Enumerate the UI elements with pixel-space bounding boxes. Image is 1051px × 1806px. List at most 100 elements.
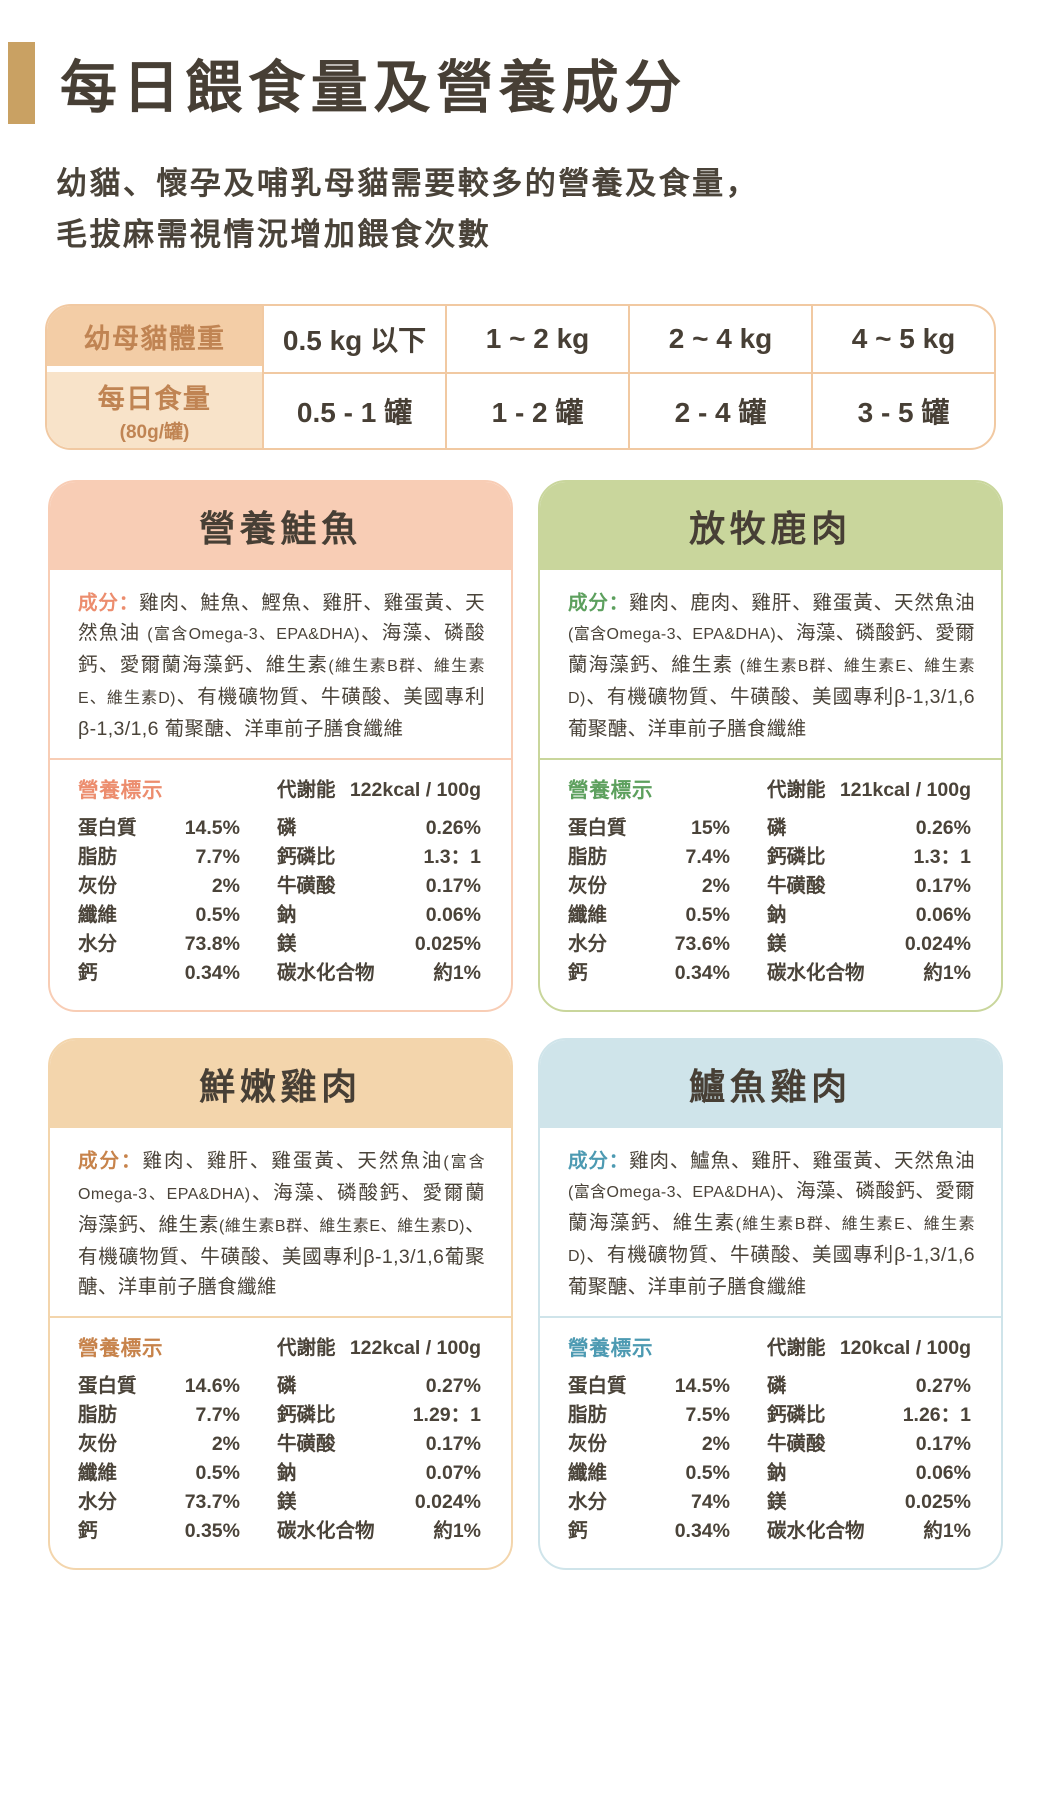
nutrition-title: 營養標示 — [78, 1337, 164, 1360]
weight-value-cell: 2 ~ 4 kg — [628, 306, 811, 372]
weight-value-cell: 0.5 kg 以下 — [262, 306, 445, 372]
ingredient-segment: 雞肉、雞肝、雞蛋黃、天然魚油 — [142, 1150, 444, 1172]
ingredients-label: 成分： — [78, 592, 140, 614]
nutrition-label: 蛋白質 — [78, 1375, 137, 1397]
nutrition-value: 約1% — [923, 962, 971, 984]
nutrition-title: 營養標示 — [78, 779, 164, 802]
nutrition-section: 營養標示 代謝能 120kcal / 100g 蛋白質 14.5% 磷 0.27% 脂肪… — [540, 1318, 1001, 1568]
nutrition-label: 蛋白質 — [568, 1375, 627, 1397]
nutrition-value: 0.06% — [915, 1462, 971, 1484]
nutrition-value: 約1% — [433, 962, 481, 984]
nutrition-label: 鈣磷比 — [277, 1404, 336, 1426]
nutrition-label: 鎂 — [767, 933, 787, 955]
nutrition-value: 0.17% — [425, 1433, 481, 1455]
nutrition-value: 14.6% — [184, 1375, 240, 1397]
ingredient-segment: (維生素B群、維生素E、維生素D) — [218, 1218, 465, 1235]
nutrition-label: 鈉 — [767, 1462, 787, 1484]
nutrition-value: 0.5% — [685, 904, 730, 926]
energy-label: 代謝能 — [767, 779, 826, 801]
nutrition-label: 水分 — [78, 1491, 118, 1513]
ingredient-segment: 雞肉、鮭魚、鰹魚、雞肝、雞蛋黃、天然魚油 — [78, 592, 485, 644]
card-body: 成分：雞肉、鮭魚、鰹魚、雞肝、雞蛋黃、天然魚油 (富含Omega-3、EPA&D… — [50, 570, 511, 1010]
amount-row-header: 每日食量 (80g/罐) — [47, 372, 262, 448]
ingredients-text: 成分：雞肉、鹿肉、雞肝、雞蛋黃、天然魚油 (富含Omega-3、EPA&DHA)… — [540, 570, 1001, 758]
nutrition-value: 73.6% — [674, 933, 730, 955]
nutrition-value: 0.34% — [674, 1520, 730, 1542]
nutrition-label: 碳水化合物 — [767, 1520, 865, 1542]
ingredients-label: 成分： — [78, 1150, 143, 1172]
nutrition-value: 約1% — [923, 1520, 971, 1542]
energy-value: 120kcal / 100g — [839, 1337, 971, 1359]
product-card-salmon: 營養鮭魚 成分：雞肉、鮭魚、鰹魚、雞肝、雞蛋黃、天然魚油 (富含Omega-3、… — [48, 480, 513, 1012]
nutrition-label: 鎂 — [767, 1491, 787, 1513]
ingredient-segment: 、有機礦物質、牛磺酸、美國專利β-1,3/1,6 葡聚醣、洋車前子膳食纖維 — [78, 686, 485, 740]
card-body: 成分：雞肉、雞肝、雞蛋黃、天然魚油(富含Omega-3、EPA&DHA)、海藻、… — [50, 1128, 511, 1568]
nutrition-label: 蛋白質 — [568, 817, 627, 839]
nutrition-grid: 營養標示 代謝能 122kcal / 100g 蛋白質 14.6% 磷 0.27% 脂肪… — [78, 1334, 481, 1546]
nutrition-label: 脂肪 — [568, 846, 608, 868]
nutrition-value: 0.17% — [915, 875, 971, 897]
divider — [540, 1316, 1001, 1318]
amount-value-cell: 1 - 2 罐 — [445, 372, 628, 448]
product-card-chicken: 鮮嫩雞肉 成分：雞肉、雞肝、雞蛋黃、天然魚油(富含Omega-3、EPA&DHA… — [48, 1038, 513, 1570]
nutrition-value: 2% — [701, 875, 730, 897]
nutrition-label: 鈣磷比 — [767, 1404, 826, 1426]
nutrition-value: 0.025% — [414, 933, 481, 955]
nutrition-label: 鈣 — [78, 962, 98, 984]
nutrition-label: 灰份 — [568, 1433, 608, 1455]
nutrition-label: 灰份 — [78, 875, 118, 897]
ingredient-segment: 、海藻、磷酸鈣、愛爾蘭海藻鈣、維生素 — [568, 622, 975, 676]
energy-row: 代謝能 122kcal / 100g — [277, 776, 481, 814]
nutrition-label: 脂肪 — [78, 846, 118, 868]
nutrition-title: 營養標示 — [568, 779, 654, 802]
nutrition-title: 營養標示 — [568, 1337, 654, 1360]
product-cards: 營養鮭魚 成分：雞肉、鮭魚、鰹魚、雞肝、雞蛋黃、天然魚油 (富含Omega-3、… — [48, 480, 1003, 1570]
weight-value-cell: 4 ~ 5 kg — [811, 306, 994, 372]
divider — [50, 758, 511, 760]
ingredient-segment: (富含Omega-3、EPA&DHA) — [568, 1184, 777, 1201]
energy-value: 121kcal / 100g — [839, 779, 971, 801]
subtitle-line-1: 幼貓、懷孕及哺乳母貓需要較多的營養及食量， — [56, 166, 760, 201]
nutrition-value: 0.07% — [425, 1462, 481, 1484]
nutrition-section: 營養標示 代謝能 122kcal / 100g 蛋白質 14.5% 磷 0.26% 脂肪… — [50, 760, 511, 1010]
nutrition-label: 牛磺酸 — [767, 875, 826, 897]
ingredients-label: 成分： — [568, 1150, 630, 1172]
nutrition-label: 纖維 — [78, 1462, 118, 1484]
amount-value-cell: 3 - 5 罐 — [811, 372, 994, 448]
nutrition-value: 0.06% — [425, 904, 481, 926]
nutrition-label: 鈉 — [277, 1462, 297, 1484]
nutrition-value: 0.27% — [915, 1375, 971, 1397]
nutrition-label: 鈣 — [568, 1520, 588, 1542]
nutrition-label: 鈣 — [78, 1520, 98, 1542]
feeding-table: 幼母貓體重 0.5 kg 以下 1 ~ 2 kg 2 ~ 4 kg 4 ~ 5 … — [45, 304, 996, 450]
page-header: 每日餵食量及營養成分 — [0, 0, 1051, 124]
energy-row: 代謝能 120kcal / 100g — [767, 1334, 971, 1372]
ingredient-segment: 、有機礦物質、牛磺酸、美國專利β-1,3/1,6葡聚醣、洋車前子膳食纖維 — [568, 1244, 975, 1298]
ingredient-segment: (維生素B群、維生素E、維生素D) — [78, 658, 485, 707]
page-title: 每日餵食量及營養成分 — [60, 56, 687, 120]
nutrition-label: 鈉 — [277, 904, 297, 926]
nutrition-value: 73.8% — [184, 933, 240, 955]
nutrition-label: 牛磺酸 — [767, 1433, 826, 1455]
nutrition-label: 纖維 — [568, 1462, 608, 1484]
ingredient-segment: 雞肉、鹿肉、雞肝、雞蛋黃、天然魚油 — [629, 592, 975, 614]
nutrition-value: 0.27% — [425, 1375, 481, 1397]
ingredient-segment: 、海藻、磷酸鈣、愛爾蘭海藻鈣、維生素 — [78, 622, 486, 676]
divider — [540, 758, 1001, 760]
nutrition-value: 0.26% — [425, 817, 481, 839]
nutrition-label: 纖維 — [568, 904, 608, 926]
nutrition-label: 鎂 — [277, 933, 297, 955]
nutrition-value: 7.5% — [685, 1404, 730, 1426]
card-title: 放牧鹿肉 — [689, 508, 852, 549]
nutrition-value: 73.7% — [184, 1491, 240, 1513]
nutrition-label: 鈣磷比 — [277, 846, 336, 868]
nutrition-label: 灰份 — [78, 1433, 118, 1455]
ingredient-segment: (維生素B群、維生素E、維生素D) — [568, 658, 975, 707]
nutrition-label: 水分 — [568, 933, 608, 955]
nutrition-grid: 營養標示 代謝能 120kcal / 100g 蛋白質 14.5% 磷 0.27% 脂肪… — [568, 1334, 971, 1546]
card-header: 放牧鹿肉 — [540, 482, 1001, 570]
nutrition-label: 牛磺酸 — [277, 875, 336, 897]
nutrition-value: 0.06% — [915, 904, 971, 926]
energy-row: 代謝能 122kcal / 100g — [277, 1334, 481, 1372]
nutrition-value: 15% — [690, 817, 730, 839]
